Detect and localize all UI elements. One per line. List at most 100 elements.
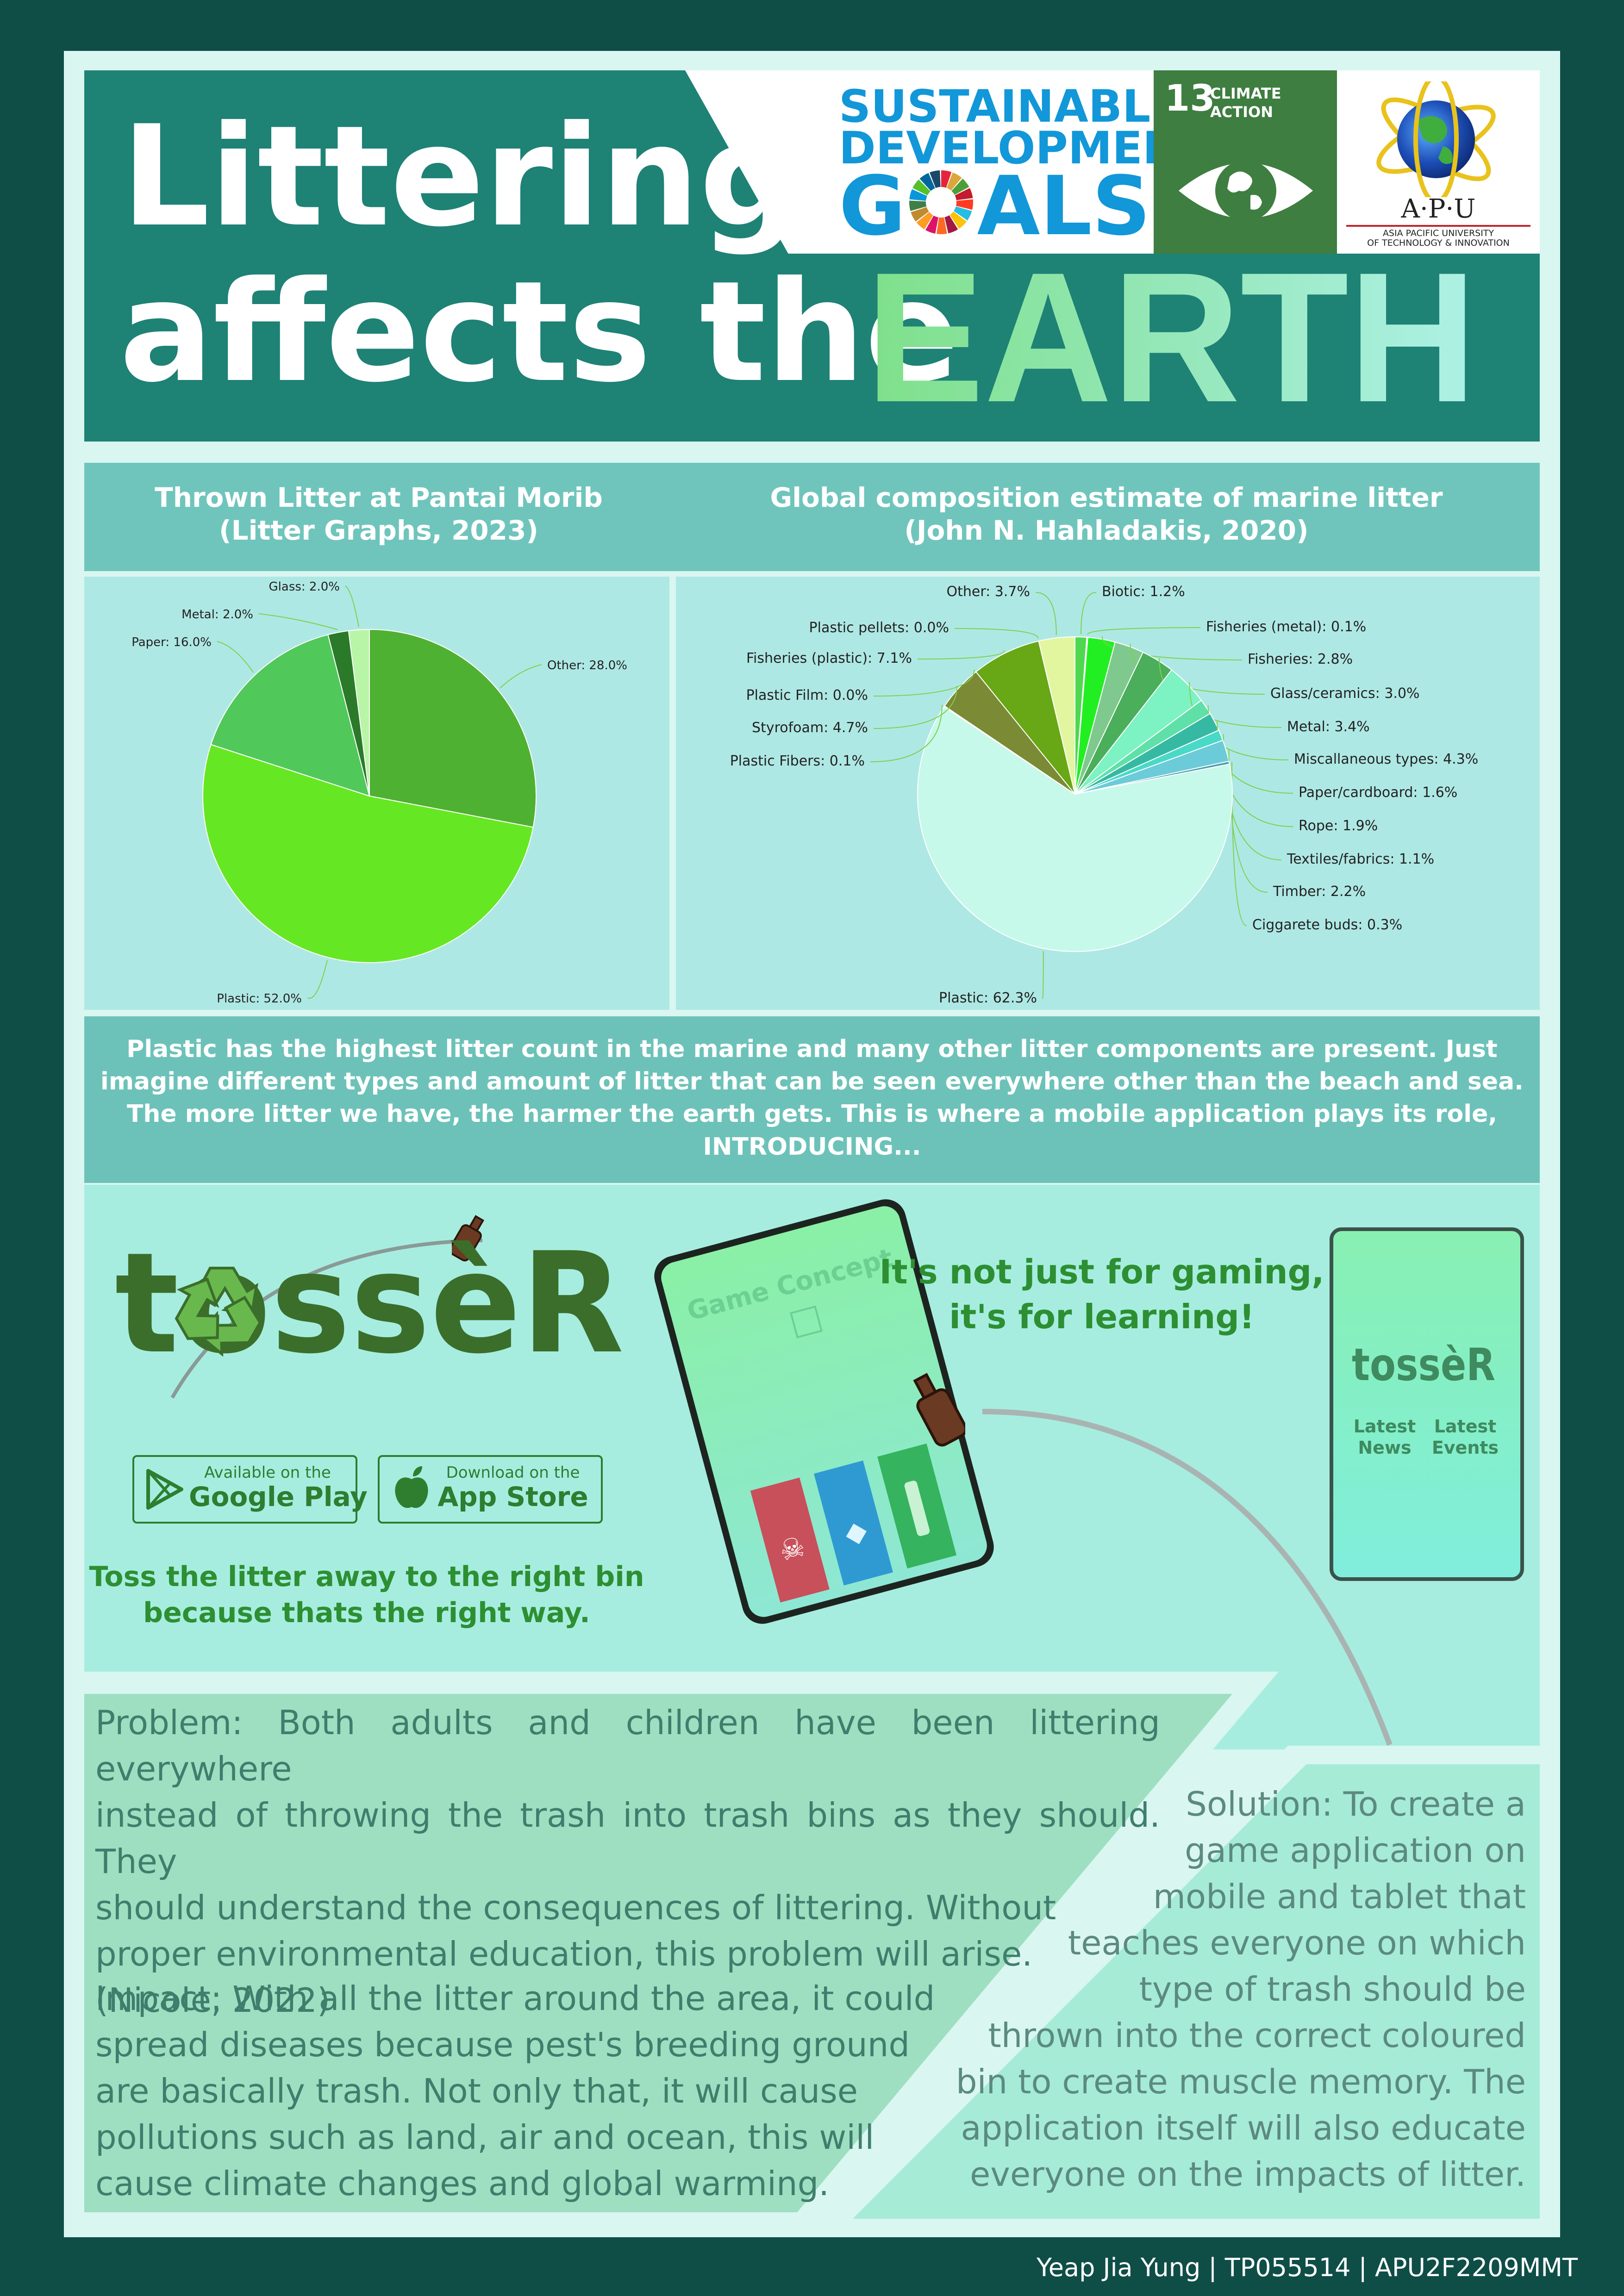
pie-slice: [975, 640, 1075, 795]
pie-slice: [369, 628, 537, 828]
problem-line-1: Problem: Both adults and children have b…: [95, 1703, 1160, 1788]
bin-green[interactable]: [877, 1444, 957, 1568]
pie-slice: [202, 744, 534, 963]
google-play-big-text: Google Play: [189, 1481, 368, 1512]
tagline-line-1: Toss the litter away to the right bin: [89, 1561, 644, 1593]
pie-label: Textiles/fabrics: 1.1%: [1287, 851, 1434, 867]
latest-news-button[interactable]: Latest News: [1350, 1416, 1419, 1458]
latest-events-line-1: Latest: [1434, 1416, 1497, 1437]
sdg-word-3: G ALS: [839, 166, 1151, 247]
pie-leader-line: [500, 664, 542, 689]
apple-icon: [395, 1466, 428, 1508]
google-play-badge[interactable]: Available on the Google Play: [132, 1455, 368, 1524]
latest-news-line-1: Latest: [1353, 1416, 1416, 1437]
footer-credit: Yeap Jia Yung | TP055514 | APU2F2209MMT: [1036, 2253, 1578, 2282]
paper-icon: ◆: [841, 1513, 871, 1550]
impact-line-2: spread diseases because pest's breeding …: [95, 2025, 910, 2064]
pie-label: Plastic: 62.3%: [939, 990, 1037, 1006]
pie-leader-line: [217, 641, 254, 673]
apu-wordmark: A·P·U: [1401, 194, 1476, 224]
sdg-wheel-segment: [925, 215, 939, 234]
chart-title-bar: [84, 463, 1540, 571]
sdg-word-1: SUSTAINABLE: [839, 81, 1181, 132]
sdg-wheel-segment: [909, 189, 928, 201]
learning-line-1: It's not just for gaming,: [879, 1252, 1324, 1291]
sdg-wheel-segment: [937, 217, 948, 234]
litter-pie-chart-morib: Other: 28.0% Plastic: 52.0% Paper: 16.0% Me…: [131, 580, 627, 1006]
pie-label: Metal: 3.4%: [1287, 719, 1370, 735]
pie-label: Plastic Fibers: 0.1%: [730, 753, 865, 769]
pie-label: Biotic: 1.2%: [1102, 584, 1185, 600]
recycle-icon: [175, 1267, 262, 1357]
problem-line-5: (Nicole, 2022): [95, 1981, 330, 2020]
sdg-wheel-segment: [955, 188, 973, 200]
problem-text: Problem: Both adults and children have b…: [95, 1699, 1160, 2023]
sdg-wheel-segment: [944, 215, 958, 234]
google-play-small-text: Available on the: [204, 1463, 331, 1482]
solution-line-6: thrown into the correct coloured: [988, 2016, 1526, 2055]
right-chart-panel: Biotic: 1.2% Fisheries (metal): 0.1% Fishe…: [676, 577, 1540, 1010]
sdg-word-2: DEVELOPMENT: [839, 122, 1210, 174]
sdg-wheel-segment: [930, 170, 941, 188]
impact-text: Impact: With all the litter around the a…: [95, 1975, 975, 2207]
goal-number: 13: [1165, 78, 1215, 119]
bottle-icon-small: [452, 1215, 484, 1262]
title-line-2: affects the: [119, 251, 959, 413]
right-chart-title-line-2: (John N. Hahladakis, 2020): [904, 514, 1309, 546]
sdg-wheel-segment: [951, 179, 969, 195]
learning-text: It's not just for gaming, it's for learn…: [870, 1250, 1333, 1339]
pie-leader-line: [870, 704, 943, 762]
problem-line-4: proper environmental education, this pro…: [95, 1935, 1033, 1973]
sdg-g-letter: G: [839, 159, 906, 254]
bottom-panels: [84, 1672, 1540, 2219]
latest-events-line-2: Events: [1431, 1437, 1499, 1458]
sdg-wheel-segment: [949, 211, 967, 229]
solution-text: Solution: To create a game application o…: [859, 1781, 1526, 2197]
menu-phone: tossèR Latest News Latest Events: [1330, 1227, 1524, 1581]
eye-globe-icon: [1179, 160, 1313, 221]
title-line-1: Littering: [121, 96, 799, 257]
tagline: Toss the litter away to the right bin be…: [84, 1559, 649, 1631]
solution-line-8: application itself will also educate: [961, 2109, 1526, 2147]
google-play-icon: [146, 1469, 183, 1510]
apu-divider: [1346, 225, 1530, 227]
sdg-wheel-segment: [917, 212, 934, 230]
intro-line-4: INTRODUCING...: [703, 1132, 921, 1161]
sdg-wheel-segment: [909, 200, 927, 211]
sdg-goal-13-tile: 13 CLIMATE ACTION: [1154, 70, 1337, 254]
intro-line-2: imagine different types and amount of li…: [100, 1068, 1524, 1096]
left-chart-title: Thrown Litter at Pantai Morib (Litter Gr…: [84, 481, 673, 547]
left-chart-panel: Other: 28.0% Plastic: 52.0% Paper: 16.0% Me…: [84, 577, 669, 1010]
pie-leader-line: [1035, 592, 1057, 635]
pie-label: Ciggarete buds: 0.3%: [1252, 917, 1402, 933]
pie-slice: [917, 706, 1233, 952]
impact-line-4: pollutions such as land, air and ocean, …: [95, 2118, 874, 2157]
pie-leader-line: [873, 669, 975, 697]
impact-line-1: Impact: With all the litter around the a…: [95, 1979, 935, 2018]
earth-word: EARTH: [866, 234, 1532, 444]
app-store-big-text: App Store: [437, 1481, 588, 1512]
pie-label: Plastic pellets: 0.0%: [809, 620, 949, 636]
latest-events-button[interactable]: Latest Events: [1430, 1416, 1500, 1458]
earth-word-text: EARTH: [866, 262, 1477, 415]
goal-label-line-1: CLIMATE: [1210, 85, 1281, 102]
sdg-als-letters: ALS: [977, 159, 1151, 254]
earth-gradient-text: EARTH: [866, 234, 1477, 441]
app-store-badge[interactable]: Download on the App Store: [378, 1455, 603, 1524]
solution-line-9: everyone on the impacts of litter.: [969, 2155, 1526, 2194]
problem-line-2: instead of throwing the trash into trash…: [95, 1796, 1160, 1881]
learning-line-2: it's for learning!: [949, 1297, 1255, 1337]
bottle-icon-large: [913, 1373, 965, 1447]
bin-blue[interactable]: ◆: [814, 1460, 893, 1586]
marine-litter-pie-chart: Biotic: 1.2% Fisheries (metal): 0.1% Fishe…: [730, 584, 1479, 1006]
bin-red[interactable]: ☠: [750, 1477, 830, 1603]
intro-line-1: Plastic has the highest litter count in …: [126, 1035, 1498, 1063]
apu-fullname-line-1: ASIA PACIFIC UNIVERSITY: [1382, 228, 1494, 238]
tosser-logo: tossèR: [115, 1194, 647, 1398]
small-tosser-logo-text: tossèR: [1352, 1339, 1495, 1391]
pie-label: Miscallaneous types: 4.3%: [1294, 751, 1478, 767]
atom-globe-icon: [1376, 81, 1496, 197]
pie-leader-line: [1087, 627, 1201, 635]
small-tosser-logo-svg: tossèR: [1352, 1339, 1495, 1391]
right-chart-title: Global composition estimate of marine li…: [676, 481, 1537, 547]
